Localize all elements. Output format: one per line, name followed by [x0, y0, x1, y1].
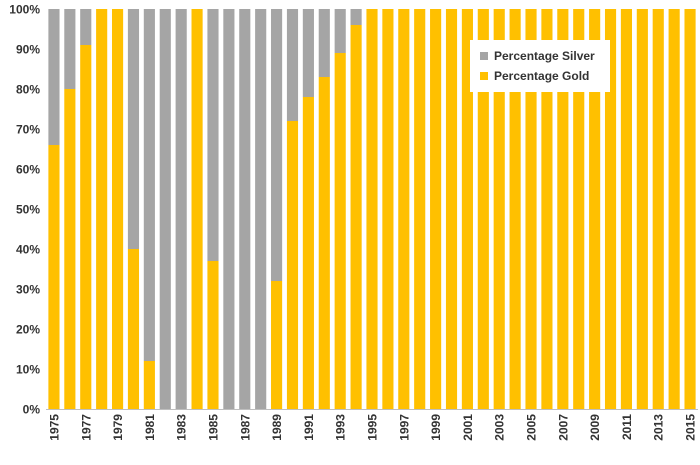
- bar-gold-1979: [111, 9, 124, 409]
- bar-silver-1990: [286, 9, 299, 121]
- bar-gold-1975: [48, 145, 60, 409]
- y-tick-label: 20%: [16, 323, 40, 337]
- legend-item-silver: Percentage Silver: [480, 48, 595, 64]
- x-tick-label-2007: 2007: [556, 414, 570, 441]
- y-tick-label: 50%: [16, 203, 40, 217]
- bar-silver-1988: [255, 9, 267, 409]
- bar-gold-2011: [620, 9, 633, 409]
- bar-gold-2012: [636, 9, 648, 409]
- bar-silver-1986: [223, 9, 235, 409]
- bar-silver-1989: [271, 9, 283, 281]
- bar-gold-1996: [382, 9, 394, 409]
- bar-gold-2010: [604, 9, 617, 409]
- x-tick-label-1991: 1991: [302, 414, 316, 441]
- bar-silver-1975: [48, 9, 60, 145]
- legend-label-gold: Percentage Gold: [494, 69, 590, 83]
- x-tick-label-2009: 2009: [588, 414, 602, 441]
- x-tick-label-1999: 1999: [429, 414, 443, 441]
- x-tick-label-2005: 2005: [525, 414, 539, 441]
- bar-silver-1993: [334, 9, 346, 53]
- bar-gold-1991: [302, 97, 314, 409]
- bar-silver-1981: [143, 9, 155, 361]
- bar-gold-2015: [684, 9, 696, 409]
- bar-gold-2000: [445, 9, 458, 409]
- x-tick-label-1985: 1985: [206, 414, 220, 441]
- bar-gold-1998: [414, 9, 426, 409]
- bar-silver-1980: [127, 9, 140, 249]
- bar-gold-2009: [589, 9, 601, 409]
- x-tick-label-1997: 1997: [397, 414, 411, 441]
- bar-gold-1984: [191, 9, 203, 409]
- bar-gold-2008: [573, 9, 585, 409]
- bar-gold-2003: [493, 9, 505, 409]
- bar-gold-2002: [477, 9, 489, 409]
- x-tick-label-2015: 2015: [684, 414, 698, 441]
- y-tick-label: 70%: [16, 123, 40, 137]
- bar-silver-1982: [159, 9, 171, 409]
- bar-gold-1977: [80, 45, 92, 409]
- bar-gold-1985: [207, 261, 219, 409]
- bar-gold-1980: [127, 249, 140, 409]
- bar-gold-1994: [350, 25, 362, 409]
- chart-legend: Percentage Silver Percentage Gold: [470, 40, 610, 92]
- bar-gold-2014: [668, 9, 680, 409]
- x-tick-label-1975: 1975: [47, 414, 61, 441]
- x-tick-label-1983: 1983: [175, 414, 189, 441]
- x-tick-label-1981: 1981: [143, 414, 157, 441]
- x-tick-label-2011: 2011: [620, 414, 634, 440]
- bar-gold-2005: [525, 9, 537, 409]
- x-tick-label-1989: 1989: [270, 414, 284, 441]
- bar-gold-2013: [652, 9, 664, 409]
- bar-silver-1985: [207, 9, 219, 261]
- legend-swatch-gold: [480, 72, 488, 80]
- bar-silver-1977: [80, 9, 92, 45]
- bar-gold-1997: [398, 9, 410, 409]
- bar-silver-1976: [64, 9, 76, 89]
- bar-gold-1981: [143, 361, 155, 409]
- legend-label-silver: Percentage Silver: [494, 49, 595, 63]
- bar-gold-1995: [366, 9, 378, 409]
- bar-gold-1999: [430, 9, 442, 409]
- x-tick-label-1979: 1979: [111, 414, 125, 441]
- bar-gold-1992: [318, 77, 330, 409]
- bar-silver-1994: [350, 9, 362, 25]
- y-tick-label: 90%: [16, 43, 40, 57]
- y-tick-label: 40%: [16, 243, 40, 257]
- x-tick-label-1993: 1993: [334, 414, 348, 441]
- y-tick-label: 80%: [16, 83, 40, 97]
- bar-gold-1990: [286, 121, 299, 409]
- x-tick-label-1977: 1977: [79, 414, 93, 441]
- bar-gold-1993: [334, 53, 346, 409]
- x-tick-label-2013: 2013: [652, 414, 666, 441]
- x-tick-label-1987: 1987: [238, 414, 252, 441]
- bar-silver-1991: [302, 9, 314, 97]
- bar-gold-2006: [541, 9, 553, 409]
- bar-gold-1978: [96, 9, 108, 409]
- bar-gold-1989: [271, 281, 283, 409]
- bar-gold-2001: [461, 9, 473, 409]
- y-tick-label: 0%: [23, 403, 41, 417]
- y-tick-label: 100%: [9, 3, 40, 17]
- x-tick-label-2003: 2003: [493, 414, 507, 441]
- legend-item-gold: Percentage Gold: [480, 68, 589, 84]
- y-tick-label: 30%: [16, 283, 40, 297]
- legend-swatch-silver: [480, 52, 488, 60]
- x-tick-label-1995: 1995: [366, 414, 380, 441]
- bar-silver-1983: [175, 9, 187, 409]
- bar-gold-2004: [509, 9, 521, 409]
- y-tick-label: 60%: [16, 163, 40, 177]
- y-tick-label: 10%: [16, 363, 40, 377]
- bar-gold-2007: [557, 9, 569, 409]
- x-tick-label-2001: 2001: [461, 414, 475, 441]
- bar-gold-1976: [64, 89, 76, 409]
- bar-silver-1987: [239, 9, 251, 409]
- bar-silver-1992: [318, 9, 330, 77]
